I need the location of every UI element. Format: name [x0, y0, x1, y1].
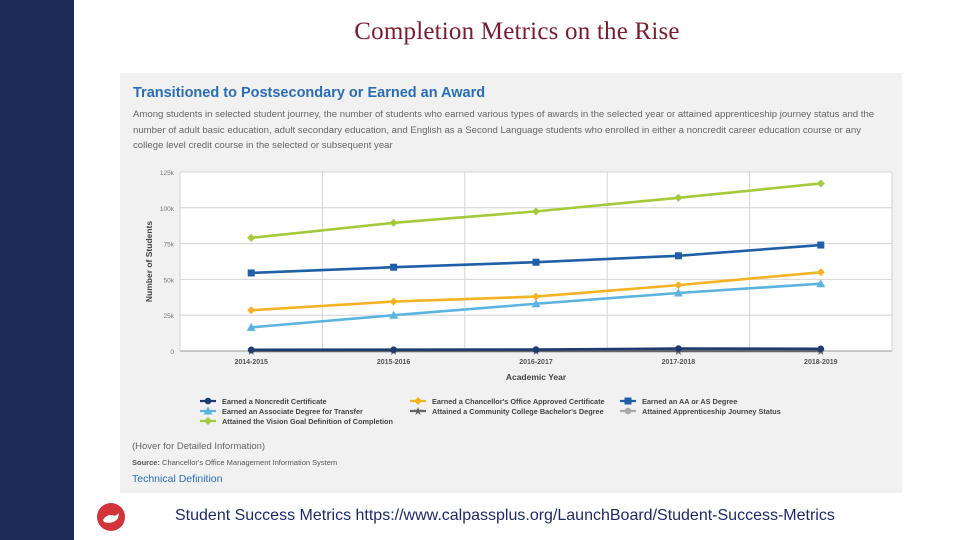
x-tick-label: 2015-2016 — [377, 359, 411, 366]
legend-item: Attained the Vision Goal Definition of C… — [200, 417, 393, 426]
y-tick-label: 125k — [160, 170, 175, 177]
panel-description: Among students in selected student journ… — [133, 109, 875, 151]
data-point — [531, 299, 541, 308]
panel-title: Transitioned to Postsecondary or Earned … — [133, 85, 486, 101]
data-point — [532, 292, 540, 301]
data-point — [389, 310, 399, 319]
data-point — [817, 345, 825, 353]
data-point — [390, 263, 398, 271]
source-note: Source: Chancellor's Office Management I… — [132, 458, 337, 467]
data-point — [247, 306, 256, 315]
x-axis-label: Academic Year — [506, 372, 567, 382]
legend-item: Earned an Associate Degree for Transfer — [200, 406, 363, 416]
hover-note: (Hover for Detailed Information) — [132, 441, 266, 452]
data-point — [674, 193, 683, 202]
technical-definition-link[interactable]: Technical Definition — [132, 473, 223, 485]
legend-label: Attained a Community College Bachelor's … — [432, 407, 604, 416]
legend-item: Earned a Chancellor's Office Approved Ce… — [410, 397, 605, 406]
legend-item: Earned an AA or AS Degree — [620, 397, 737, 406]
data-point — [389, 297, 398, 306]
data-point — [816, 268, 825, 277]
data-point — [247, 269, 255, 277]
data-point — [204, 417, 212, 425]
y-tick-label: 100k — [160, 206, 175, 213]
data-point — [624, 397, 632, 405]
data-point — [414, 407, 422, 415]
series-2 — [247, 241, 825, 277]
legend-label: Earned an AA or AS Degree — [642, 397, 737, 406]
series-1 — [247, 268, 825, 315]
data-point — [204, 397, 212, 405]
y-tick-label: 0 — [170, 349, 174, 356]
data-point — [532, 258, 540, 266]
legend-item: Attained a Community College Bachelor's … — [410, 407, 604, 416]
data-point — [414, 397, 422, 405]
source-label: Source: — [132, 458, 160, 467]
x-tick-label: 2018-2019 — [804, 359, 838, 366]
data-point — [247, 233, 256, 242]
series-3 — [246, 279, 826, 331]
data-point — [203, 406, 213, 415]
x-tick-label: 2014-2015 — [234, 359, 268, 366]
y-tick-label: 75k — [164, 242, 175, 249]
source-text: Chancellor's Office Management Informati… — [162, 458, 338, 467]
footer-text: Student Success Metrics https://www.calp… — [175, 507, 835, 524]
y-axis-label: Number of Students — [144, 221, 154, 302]
legend-label: Earned a Chancellor's Office Approved Ce… — [432, 397, 605, 406]
chart-panel: Transitioned to Postsecondary or Earned … — [120, 73, 902, 493]
data-point — [673, 288, 683, 297]
series-6 — [247, 179, 825, 242]
data-point — [624, 407, 632, 415]
data-point — [532, 346, 540, 353]
data-point — [674, 281, 683, 290]
legend-item: Attained Apprenticeship Journey Status — [620, 407, 781, 416]
legend-label: Attained the Vision Goal Definition of C… — [222, 417, 393, 426]
legend-item: Earned a Noncredit Certificate — [200, 397, 327, 406]
y-tick-label: 50k — [164, 277, 175, 284]
data-point — [817, 241, 825, 249]
line-chart[interactable]: 0 25k 50k 75k 100k 125k 2014-2015 2015-2016 2016… — [120, 73, 902, 493]
data-point — [816, 279, 826, 288]
left-accent-bar — [0, 0, 74, 540]
series-0 — [247, 345, 825, 354]
y-tick-label: 25k — [164, 313, 175, 320]
data-point — [674, 252, 682, 260]
x-tick-label: 2017-2018 — [662, 359, 696, 366]
data-point — [532, 207, 540, 216]
data-point — [246, 322, 256, 331]
data-point — [390, 346, 397, 354]
data-point — [675, 345, 682, 352]
x-tick-label: 2016-2017 — [519, 359, 553, 366]
data-point — [247, 346, 255, 354]
legend-label: Attained Apprenticeship Journey Status — [642, 407, 781, 416]
legend-label: Earned an Associate Degree for Transfer — [222, 407, 363, 416]
slide-title: Completion Metrics on the Rise — [354, 18, 680, 45]
bird-logo-icon — [97, 503, 125, 531]
legend-label: Earned a Noncredit Certificate — [222, 397, 327, 406]
data-point — [816, 179, 825, 188]
data-point — [389, 218, 398, 227]
